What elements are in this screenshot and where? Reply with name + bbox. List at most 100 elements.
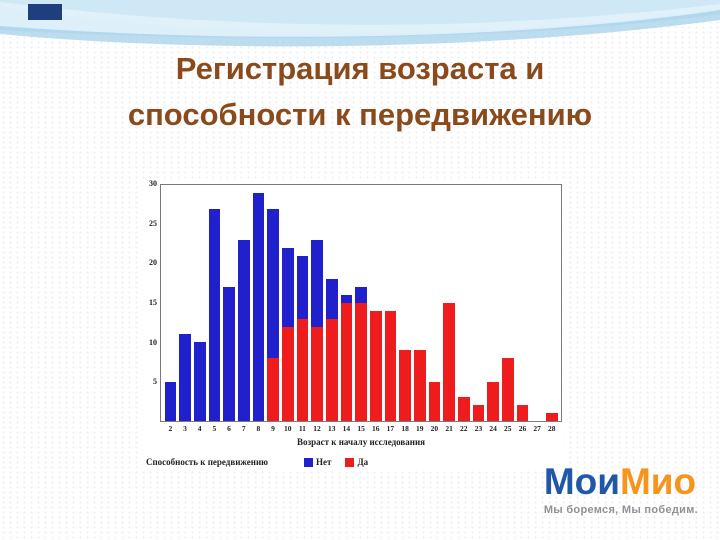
- bar-segment-net: [193, 342, 206, 421]
- bar-segment-da: [545, 413, 558, 421]
- bar-column: [325, 185, 338, 421]
- bar-segment-net: [355, 287, 367, 303]
- bar-segment-net: [208, 208, 221, 421]
- bar-column: [296, 185, 309, 421]
- bar-column: [413, 185, 426, 421]
- bar-segment-net: [252, 192, 265, 421]
- y-tick-label: 30: [149, 179, 157, 188]
- x-tick-label: 15: [357, 424, 365, 433]
- legend-label-da: Да: [357, 457, 369, 467]
- bar-column: [428, 185, 441, 421]
- x-tick-label: 28: [548, 424, 556, 433]
- x-tick-label: 25: [504, 424, 512, 433]
- x-tick-label: 14: [342, 424, 351, 433]
- bar-column: [223, 185, 235, 421]
- bar-column: [208, 185, 221, 421]
- plot-row: 5 10 15 20 25 30: [142, 180, 562, 422]
- bar-segment-da: [325, 318, 338, 421]
- x-tick-label: 26: [518, 424, 527, 433]
- x-tick-label: 18: [401, 424, 409, 433]
- chart-legend: Способность к передвижению Нет Да: [142, 457, 562, 467]
- y-axis-labels: 5 10 15 20 25 30: [142, 180, 160, 422]
- bar-segment-da: [457, 397, 470, 421]
- bar-column: [164, 185, 177, 421]
- x-tick-label: 20: [430, 424, 439, 433]
- bar-segment-da: [428, 381, 441, 421]
- bar-column: [516, 185, 529, 421]
- plot-area: [160, 184, 562, 422]
- bar-segment-da: [413, 350, 426, 421]
- bar-segment-da: [501, 358, 514, 421]
- x-tick-label: 4: [197, 424, 202, 433]
- bar-column: [193, 185, 206, 421]
- bar-segment-da: [311, 326, 323, 421]
- bar-column: [531, 185, 543, 421]
- bar-column: [252, 185, 265, 421]
- bar-segment-da: [340, 303, 353, 421]
- bar-column: [311, 185, 323, 421]
- x-tick-label: 11: [298, 424, 306, 433]
- bar-segment-net: [237, 240, 250, 421]
- bar-column: [179, 185, 191, 421]
- bar-column: [355, 185, 367, 421]
- legend-entry-net: Нет: [304, 457, 331, 467]
- slide-title-line1: Регистрация возраста и: [175, 51, 545, 86]
- bar-segment-net: [223, 287, 235, 421]
- x-tick-label: 24: [489, 424, 497, 433]
- bar-column: [501, 185, 514, 421]
- bar-segment-da: [296, 318, 309, 421]
- x-tick-label: 3: [183, 424, 187, 433]
- bar-segment-net: [267, 208, 279, 359]
- bar-column: [399, 185, 411, 421]
- x-tick-label: 21: [445, 424, 453, 433]
- bar-column: [281, 185, 294, 421]
- x-tick-label: 6: [227, 424, 231, 433]
- bar-segment-net: [179, 334, 191, 421]
- bar-segment-da: [355, 303, 367, 421]
- x-tick-label: 10: [283, 424, 292, 433]
- y-tick-label: 25: [149, 218, 157, 228]
- bar-segment-da: [487, 381, 499, 421]
- legend-title: Способность к передвижению: [146, 457, 269, 467]
- legend-label-net: Нет: [316, 457, 332, 467]
- logo-part1: Мои: [543, 461, 620, 502]
- legend-entries: Нет Да: [304, 457, 368, 467]
- y-tick-label: 10: [149, 337, 157, 347]
- bar-column: [369, 185, 382, 421]
- x-tick-label: 13: [327, 424, 336, 433]
- y-tick-label: 5: [153, 377, 157, 387]
- x-tick-label: 2: [168, 424, 173, 433]
- y-tick-label: 15: [149, 298, 157, 307]
- x-tick-label: 27: [533, 424, 541, 433]
- bar-column: [457, 185, 470, 421]
- bar-segment-da: [399, 350, 411, 421]
- bar-column: [487, 185, 499, 421]
- bar-column: [340, 185, 353, 421]
- bar-segment-da: [472, 405, 485, 421]
- legend-swatch-net: [304, 457, 314, 467]
- x-tick-label: 19: [416, 424, 424, 433]
- bar-segment-da: [516, 405, 529, 421]
- moimio-logo: МоиМио Мы боремся, Мы победим.: [544, 463, 698, 517]
- x-axis-labels: 2 3 4 5 6 7 8 9 10 11 12 13 14 15 16 17 18 19 20 21 22 23 24 25…: [160, 424, 562, 433]
- bar-segment-net: [340, 295, 353, 303]
- bar-segment-net: [296, 255, 309, 319]
- slide-title: Регистрация возраста и способности к пер…: [0, 46, 720, 138]
- bar-column: [267, 185, 279, 421]
- x-tick-label: 8: [256, 424, 261, 433]
- x-tick-label: 22: [460, 424, 468, 433]
- bar-segment-da: [443, 303, 455, 421]
- logo-part2: Мио: [619, 461, 697, 502]
- x-tick-label: 16: [371, 424, 380, 433]
- top-wave-decoration: [0, 0, 720, 47]
- x-tick-label: 17: [386, 424, 395, 433]
- bar-segment-da: [384, 310, 397, 421]
- bar-column: [384, 185, 397, 421]
- x-tick-label: 12: [313, 424, 321, 433]
- bar-column: [443, 185, 455, 421]
- bar-segment-net: [281, 247, 294, 327]
- bar-column: [472, 185, 485, 421]
- bar-segment-da: [281, 326, 294, 421]
- logo-text: МоиМио: [544, 463, 698, 501]
- y-tick-label: 20: [149, 258, 157, 268]
